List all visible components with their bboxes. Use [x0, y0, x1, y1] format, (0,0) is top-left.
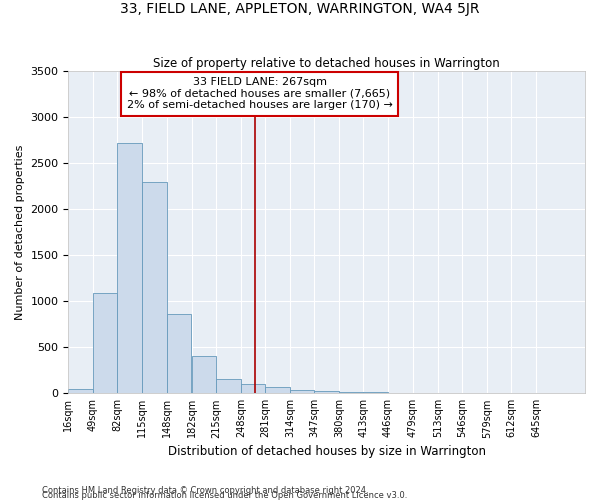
Text: Contains HM Land Registry data © Crown copyright and database right 2024.: Contains HM Land Registry data © Crown c… [42, 486, 368, 495]
Y-axis label: Number of detached properties: Number of detached properties [15, 144, 25, 320]
Text: Contains public sector information licensed under the Open Government Licence v3: Contains public sector information licen… [42, 491, 407, 500]
Bar [68, 388, 93, 394]
Bar [241, 384, 265, 394]
Title: Size of property relative to detached houses in Warrington: Size of property relative to detached ho… [154, 56, 500, 70]
Bar [339, 392, 364, 394]
X-axis label: Distribution of detached houses by size in Warrington: Distribution of detached houses by size … [168, 444, 486, 458]
Bar [290, 390, 314, 394]
Text: 33 FIELD LANE: 267sqm
← 98% of detached houses are smaller (7,665)
2% of semi-de: 33 FIELD LANE: 267sqm ← 98% of detached … [127, 77, 392, 110]
Bar [217, 379, 241, 394]
Bar [364, 392, 388, 394]
Bar [192, 356, 217, 394]
Bar [118, 142, 142, 394]
Bar [265, 387, 290, 394]
Bar [314, 391, 339, 394]
Text: 33, FIELD LANE, APPLETON, WARRINGTON, WA4 5JR: 33, FIELD LANE, APPLETON, WARRINGTON, WA… [120, 2, 480, 16]
Bar [142, 182, 167, 394]
Bar [167, 314, 191, 394]
Bar [93, 293, 118, 394]
